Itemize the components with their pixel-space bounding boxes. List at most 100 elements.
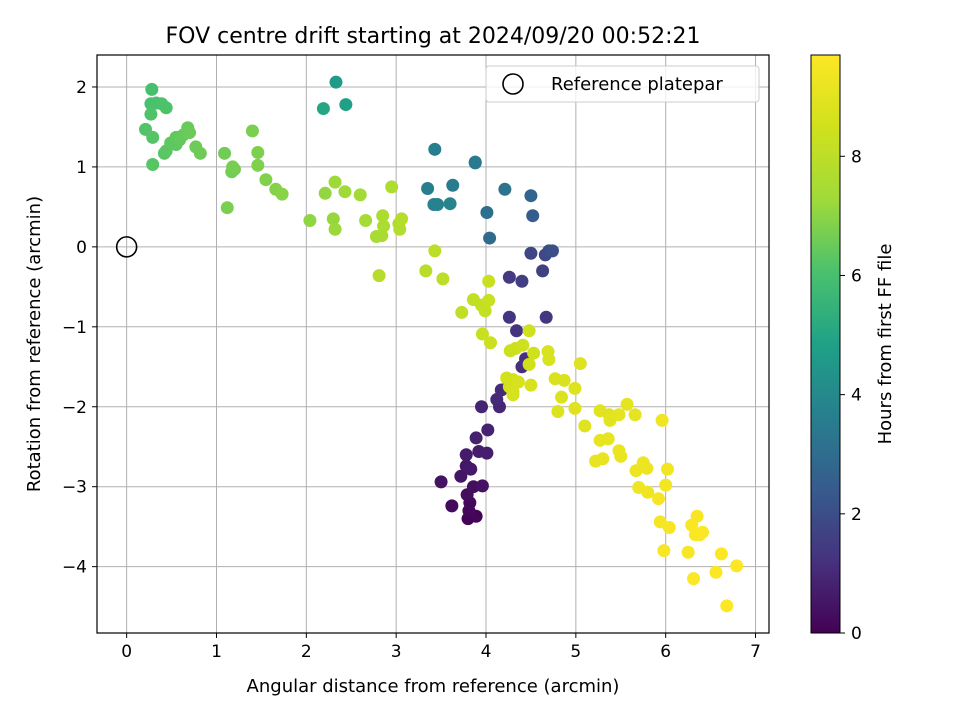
- x-tick-label: 4: [481, 642, 492, 662]
- x-tick-label: 7: [750, 642, 761, 662]
- y-tick-label: −1: [62, 318, 87, 338]
- scatter-point: [468, 156, 482, 170]
- scatter-point: [464, 462, 478, 476]
- scatter-point: [516, 338, 530, 352]
- colorbar-tick-label: 0: [851, 624, 862, 644]
- scatter-point: [539, 310, 553, 324]
- scatter-point: [146, 130, 160, 144]
- x-tick-label: 3: [391, 642, 402, 662]
- scatter-point: [480, 205, 494, 219]
- colorbar: 0 2 4 6 8 Hours from first FF file: [810, 54, 896, 644]
- scatter-point: [443, 197, 457, 211]
- y-tick-label: −3: [62, 478, 87, 498]
- colorbar-ticks: 0 2 4 6 8: [840, 147, 862, 644]
- scatter-point: [659, 478, 673, 492]
- scatter-point: [220, 201, 234, 215]
- scatter-point: [434, 475, 448, 489]
- scatter-point: [428, 142, 442, 156]
- scatter-point: [620, 397, 634, 411]
- scatter-point: [430, 197, 444, 211]
- y-tick-label: −2: [62, 398, 87, 418]
- scatter-point: [662, 520, 676, 534]
- scatter-point: [419, 264, 433, 278]
- scatter-point: [359, 213, 373, 227]
- scatter-point: [445, 499, 459, 513]
- scatter-point: [524, 378, 538, 392]
- scatter-point: [578, 419, 592, 433]
- scatter-point: [328, 175, 342, 189]
- y-axis-ticks: −4 −3 −2 −1 0 1 2: [62, 78, 97, 578]
- scatter-point: [376, 209, 390, 223]
- scatter-point: [568, 381, 582, 395]
- scatter-point: [183, 126, 197, 140]
- scatter-point: [446, 178, 460, 192]
- scatter-point: [554, 390, 568, 404]
- scatter-point: [542, 353, 556, 367]
- y-axis-label: Rotation from reference (arcmin): [24, 196, 45, 492]
- scatter-point: [612, 408, 626, 422]
- scatter-point: [730, 559, 744, 573]
- scatter-point: [275, 187, 289, 201]
- scatter-point: [482, 293, 496, 307]
- scatter-point: [527, 346, 541, 360]
- colorbar-tick-label: 2: [851, 505, 862, 525]
- scatter-point: [338, 185, 352, 199]
- scatter-point: [601, 432, 615, 446]
- scatter-point: [251, 146, 265, 160]
- colorbar-gradient: [810, 54, 841, 634]
- scatter-point: [393, 222, 407, 236]
- scatter-point: [502, 270, 516, 284]
- scatter-point: [377, 219, 391, 233]
- scatter-point: [709, 565, 723, 579]
- scatter-point: [568, 401, 582, 415]
- x-axis-ticks: 0 1 2 3 4 5 6 7: [121, 633, 761, 662]
- scatter-point: [522, 357, 536, 371]
- scatter-point: [628, 408, 642, 422]
- scatter-point: [681, 545, 695, 559]
- colorbar-label: Hours from first FF file: [875, 244, 896, 445]
- x-tick-label: 1: [211, 642, 222, 662]
- scatter-point: [524, 246, 538, 260]
- reference-marker: [115, 236, 138, 258]
- scatter-point: [326, 212, 340, 226]
- scatter-point: [483, 336, 497, 350]
- scatter-point: [259, 173, 273, 187]
- scatter-point: [557, 373, 571, 387]
- scatter-point: [687, 572, 701, 586]
- plot-frame: [96, 54, 770, 634]
- legend-label: Reference platepar: [551, 74, 723, 95]
- scatter-point: [526, 209, 540, 223]
- scatter-point: [498, 182, 512, 196]
- scatter-point: [651, 492, 665, 506]
- scatter-point: [146, 158, 160, 172]
- y-tick-label: −4: [62, 558, 87, 578]
- scatter-point: [545, 244, 559, 258]
- scatter-point: [720, 599, 734, 613]
- scatter-point: [536, 264, 550, 278]
- x-tick-label: 6: [660, 642, 671, 662]
- scatter-point: [469, 431, 483, 445]
- x-axis-label: Angular distance from reference (arcmin): [247, 676, 620, 697]
- scatter-point: [316, 102, 330, 116]
- scatter-point: [506, 388, 520, 402]
- legend: Reference platepar: [485, 65, 760, 103]
- scatter-point: [475, 327, 489, 341]
- legend-box: [485, 65, 760, 103]
- scatter-point: [251, 158, 265, 172]
- scatter-point: [475, 479, 489, 493]
- scatter-point: [145, 82, 159, 96]
- colorbar-tick-label: 4: [851, 386, 862, 406]
- scatter-point: [655, 413, 669, 427]
- x-tick-label: 5: [570, 642, 581, 662]
- scatter-point: [318, 186, 332, 200]
- scatter-point: [510, 324, 524, 338]
- scatter-point: [245, 124, 259, 138]
- y-tick-label: 2: [76, 78, 87, 98]
- scatter-point: [218, 146, 232, 160]
- scatter-point: [372, 269, 386, 283]
- scatter-point: [657, 544, 671, 558]
- scatter-point: [573, 357, 587, 371]
- x-tick-label: 2: [301, 642, 312, 662]
- colorbar-tick-label: 6: [851, 266, 862, 286]
